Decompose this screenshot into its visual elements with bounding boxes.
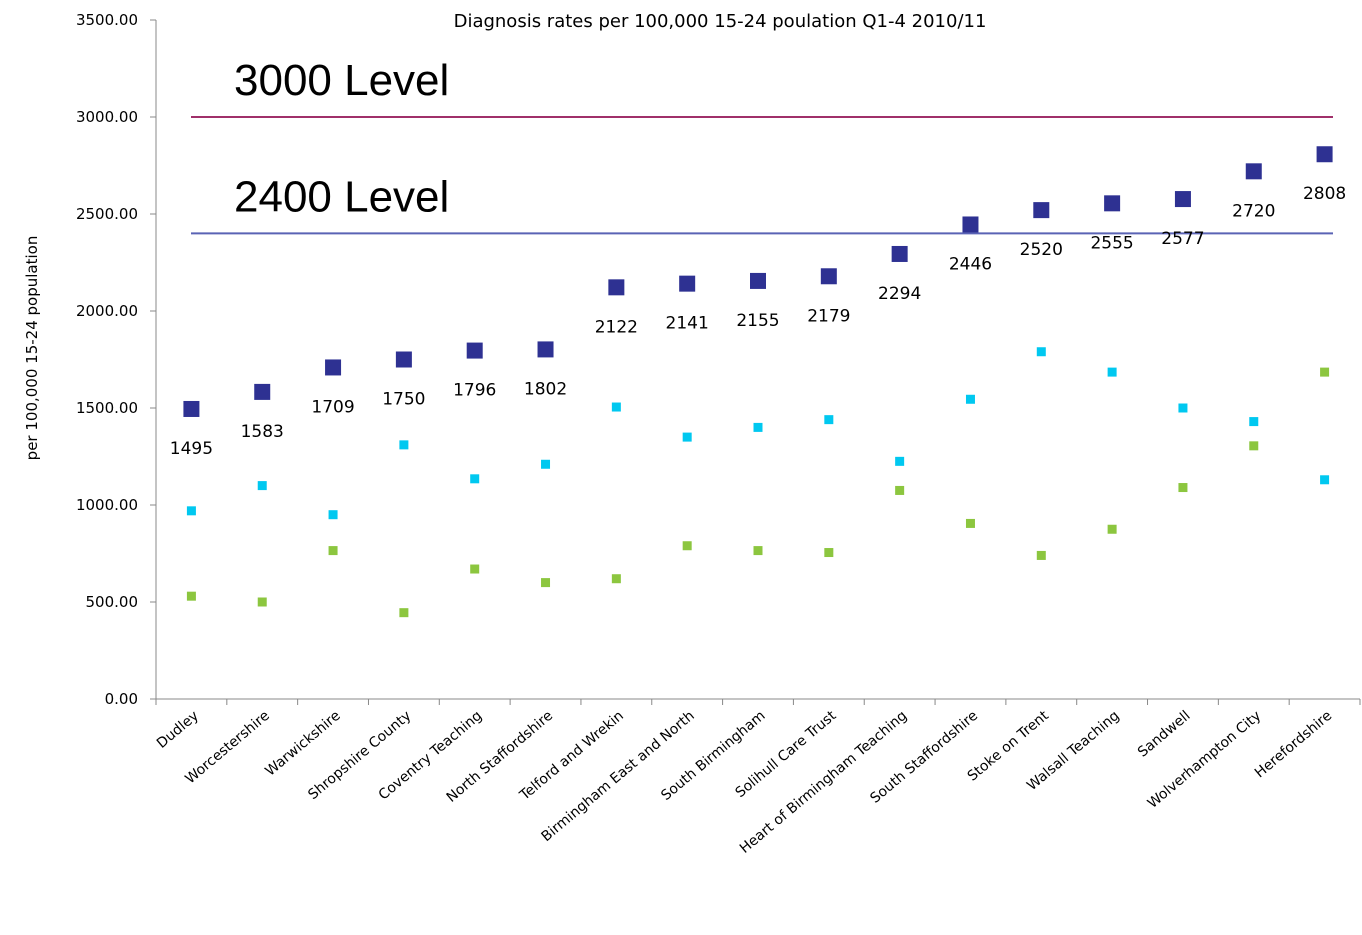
data-point	[1249, 441, 1259, 451]
x-tick-label: Birmingham East and North	[539, 708, 698, 845]
data-point	[541, 578, 551, 588]
data-label: 2577	[1161, 229, 1204, 249]
reference-line-group: 3000 Level 2400 Level	[191, 56, 1333, 235]
y-tick-label: 500.00	[86, 593, 139, 611]
x-tick-label: Herefordshire	[1252, 708, 1335, 781]
data-point	[1104, 195, 1121, 212]
data-point	[328, 546, 338, 556]
reference-line-label: 2400 Level	[234, 172, 449, 221]
data-point	[1320, 367, 1330, 377]
data-point	[1036, 550, 1046, 560]
data-point	[1178, 403, 1188, 413]
data-label: 1709	[311, 397, 354, 417]
data-point	[1107, 524, 1117, 534]
data-label: 2720	[1232, 201, 1275, 221]
data-point	[895, 485, 905, 495]
data-point	[1036, 347, 1046, 357]
data-point	[470, 564, 480, 574]
data-label: 2294	[878, 284, 921, 304]
data-label: 2555	[1090, 233, 1133, 253]
data-label: 2179	[807, 306, 850, 326]
data-point	[682, 432, 692, 442]
data-label: 1495	[170, 439, 213, 459]
data-point	[1107, 367, 1117, 377]
data-label: 2122	[595, 317, 638, 337]
x-tick-label: Dudley	[154, 708, 202, 752]
data-point	[753, 422, 763, 432]
data-point	[395, 351, 412, 368]
data-point	[824, 548, 834, 558]
x-tick-group: DudleyWorcestershireWarwickshireShropshi…	[154, 699, 1361, 857]
data-point	[1174, 191, 1191, 208]
data-point	[537, 341, 554, 358]
data-label: 1802	[524, 379, 567, 399]
data-point	[608, 279, 625, 296]
data-point-group	[183, 146, 1333, 618]
data-point	[965, 394, 975, 404]
data-point	[679, 275, 696, 292]
y-tick-label: 2500.00	[76, 205, 138, 223]
data-point	[186, 591, 196, 601]
data-point	[962, 216, 979, 233]
data-label: 1750	[382, 390, 425, 410]
data-label: 2141	[666, 314, 709, 334]
data-point	[183, 400, 200, 417]
data-label: 1583	[241, 422, 284, 442]
y-tick-label: 2000.00	[76, 302, 138, 320]
x-tick-label: Sandwell	[1135, 708, 1194, 761]
data-label: 2155	[736, 311, 779, 331]
data-point	[186, 506, 196, 516]
data-point	[965, 518, 975, 528]
data-point	[1178, 483, 1188, 493]
data-point	[1320, 475, 1330, 485]
y-tick-label: 1500.00	[76, 399, 138, 417]
data-label: 2446	[949, 254, 992, 274]
data-point	[257, 481, 267, 491]
data-point	[325, 359, 342, 376]
data-point	[541, 459, 551, 469]
data-point	[399, 440, 409, 450]
data-point	[399, 608, 409, 618]
x-tick-label: Wolverhampton City	[1145, 708, 1265, 812]
data-label-group: 1495 1583 1709 1750 1796 1802 2122 2141 2155 2179…	[170, 184, 1346, 459]
data-point	[1316, 146, 1333, 163]
reference-line-label: 3000 Level	[234, 56, 449, 105]
data-point	[1249, 417, 1259, 427]
data-point	[470, 474, 480, 484]
y-tick-label: 3500.00	[76, 11, 138, 29]
data-point	[611, 574, 621, 584]
y-axis-label: per 100,000 15-24 population	[23, 236, 41, 461]
data-point	[254, 383, 271, 400]
chart-title: Diagnosis rates per 100,000 15-24 poulat…	[454, 11, 987, 32]
data-point	[257, 597, 267, 607]
data-point	[824, 415, 834, 425]
data-point	[820, 268, 837, 285]
y-tick-label: 1000.00	[76, 496, 138, 514]
data-label: 2808	[1303, 184, 1346, 204]
y-tick-group: 0.00 500.00 1000.00 1500.00 2000.00 2500.00 30…	[76, 11, 156, 708]
data-point	[750, 272, 766, 289]
data-label: 1796	[453, 381, 496, 401]
data-label: 2520	[1020, 240, 1063, 260]
data-point	[466, 342, 483, 359]
data-point	[891, 245, 908, 262]
data-point	[895, 456, 905, 466]
data-point	[1033, 202, 1050, 219]
data-point	[753, 546, 763, 556]
data-point	[611, 402, 621, 412]
y-tick-label: 3000.00	[76, 108, 138, 126]
data-point	[328, 510, 338, 520]
data-point	[682, 541, 692, 551]
y-tick-label: 0.00	[105, 690, 138, 708]
data-point	[1245, 163, 1262, 180]
